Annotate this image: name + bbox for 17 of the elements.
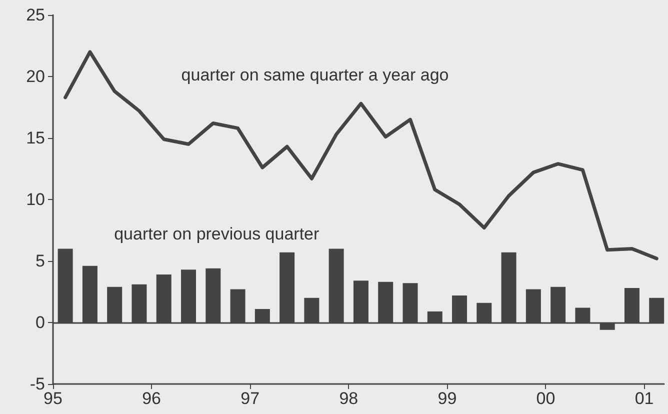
x-tick-label: 97 [240,389,260,408]
y-tick-label: -5 [30,374,45,394]
text: quarter on same quarter a year ago [181,66,449,85]
series-label: quarter on previous quarter [114,224,320,244]
x-tick-label: 00 [536,389,556,408]
line-series [64,50,658,260]
x-tick-label: 96 [142,389,162,408]
x-tick-label: 95 [44,389,62,408]
y-tick-label: 15 [26,128,45,148]
y-tick-label: 20 [26,67,45,86]
x-tick-label: 99 [438,389,457,408]
y-tick-label: 25 [26,6,45,24]
y-tick-label: 0 [36,313,45,332]
y-tick-label: 10 [26,190,45,209]
x-tick-label: 01 [634,389,654,408]
x-tick-label: 98 [339,389,358,408]
y-tick-label: 5 [36,252,45,270]
